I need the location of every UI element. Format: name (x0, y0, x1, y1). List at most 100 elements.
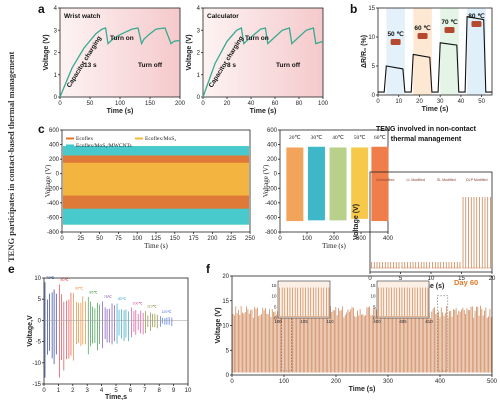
y-tick-label: 0 (226, 373, 230, 379)
day-label: Day 60 (454, 278, 478, 287)
temperature-tag: 90℃ (75, 286, 84, 290)
group-label: SL Modified (437, 178, 456, 182)
y-axis-label: Voltage (V) (44, 164, 52, 197)
voltage-line (59, 27, 181, 98)
y-axis-label: Voltage (V) (186, 34, 193, 70)
y-tick-label: 400 (267, 143, 278, 149)
legend-label: Ecoflex/MoS₂ (145, 135, 176, 142)
x-tick-label: 250 (245, 236, 256, 242)
cup-icon (417, 33, 428, 39)
chart-title: Calculator (207, 13, 239, 20)
temperature-bar (286, 147, 304, 222)
y-tick-label: 15 (222, 299, 229, 305)
x-tick-label: 0 (58, 101, 62, 107)
annotation: Turn off (276, 62, 301, 69)
y-tick-label: 10 (34, 276, 41, 282)
x-tick-label: 3 (86, 388, 90, 394)
panel-letter-a: a (38, 2, 45, 16)
x-axis-label: Time (s) (349, 386, 376, 393)
y-tick-label: 0 (372, 93, 376, 99)
y-tick-label: 4 (197, 6, 201, 12)
x-axis-label: Time (s) (418, 283, 445, 290)
x-tick-label: 40 (248, 101, 255, 107)
y-tick-label: 0 (197, 95, 201, 101)
x-tick-label: 225 (226, 236, 237, 242)
inset-x-tick-label: 100 (274, 319, 282, 324)
group-label: Unmodified (376, 178, 394, 182)
panel-c-voltage-temperature: 0 100 200 300 400 -800 -600 -400 -200 0 200 400 600 T… (262, 128, 394, 250)
temperature-tag: 110℃ (147, 305, 158, 309)
temperature-tag: 75℃ (104, 295, 113, 299)
y-tick-label: 400 (49, 143, 60, 149)
group-label: DLP Modified (466, 178, 488, 182)
zoom-marker (437, 295, 449, 372)
y-tick-label: 15 (368, 6, 375, 12)
y-tick-label: 0 (38, 318, 42, 324)
x-tick-label: 175 (189, 236, 200, 242)
y-tick-label: 200 (267, 157, 278, 163)
temperature-tag: 70℃ (46, 276, 55, 280)
x-axis-label: Time (s) (422, 106, 449, 113)
x-tick-label: 150 (170, 236, 181, 242)
temperature-label: 80 ℃ (468, 12, 485, 20)
y-tick-label: 10 (368, 35, 375, 41)
y-tick-label: 3 (54, 28, 58, 34)
x-tick-label: 60 (272, 101, 279, 107)
x-tick-label: 6 (129, 388, 133, 394)
x-tick-label: 100 (279, 379, 290, 385)
annotation: Turn on (245, 35, 269, 42)
x-tick-label: 4 (100, 388, 104, 394)
y-tick-label: -600 (265, 215, 278, 221)
y-axis-label: ΔR/R₀ (%) (361, 35, 368, 68)
y-tick-label: 2 (197, 51, 201, 57)
annotation: 8 s (227, 62, 236, 69)
zoom-marker (281, 295, 293, 372)
temperature-tag: 80℃ (61, 278, 70, 282)
x-tick-label: 200 (329, 236, 340, 242)
inset-x-tick-label: 410 (425, 319, 433, 324)
x-tick-label: 100 (302, 236, 313, 242)
x-tick-label: 25 (77, 236, 84, 242)
y-tick-label: 4 (54, 6, 58, 12)
x-tick-label: 0 (230, 379, 234, 385)
inset-frame (277, 280, 331, 319)
x-axis-label: Time (s) (250, 108, 277, 115)
x-tick-label: 0 (368, 276, 372, 282)
temperature-label: 50 ℃ (387, 30, 404, 38)
x-axis-label: Time (s) (144, 242, 168, 250)
x-tick-label: 50 (87, 101, 94, 107)
x-tick-label: 10 (428, 276, 435, 282)
x-tick-label: 15 (458, 276, 465, 282)
category-label: 30℃ (311, 135, 324, 141)
panel-a-wrist-watch: 0 50 100 150 200 0 1 2 3 4 Time (s) Voltage (V) Wris… (43, 6, 186, 115)
temperature-label: 70 ℃ (441, 18, 458, 26)
temperature-bar (351, 147, 369, 219)
side-label: TENG participates in contact-based therm… (6, 51, 16, 262)
section-label-line1: TENG involved in non-contact (376, 126, 477, 133)
inset-x-tick-label: 110 (326, 319, 334, 324)
x-tick-label: 200 (175, 101, 186, 107)
signal-band (63, 162, 249, 196)
inset-frame (376, 280, 430, 319)
y-tick-label: -10 (32, 361, 41, 367)
y-axis-label: Voltage,V (27, 315, 34, 347)
panel-letter-f: f (206, 262, 211, 276)
plot-background (203, 8, 323, 97)
x-tick-label: 400 (383, 236, 394, 242)
temperature-band (413, 8, 432, 95)
plot-background (60, 8, 180, 97)
x-tick-label: 0 (376, 99, 380, 105)
x-tick-label: 0 (201, 101, 205, 107)
x-tick-label: 8 (158, 388, 162, 394)
temperature-band (386, 8, 405, 95)
y-tick-label: -15 (32, 382, 41, 388)
temperature-band (467, 8, 486, 95)
inset-x-tick-label: 400 (373, 319, 381, 324)
x-tick-label: 40 (458, 99, 465, 105)
resistance-line (378, 16, 492, 93)
inset-y-tick-label: 15 (370, 283, 376, 288)
x-axis-label: Time,s (105, 394, 127, 400)
x-tick-label: 20 (416, 99, 423, 105)
temperature-bar (371, 146, 389, 222)
panel-letter-c: c (38, 122, 45, 136)
